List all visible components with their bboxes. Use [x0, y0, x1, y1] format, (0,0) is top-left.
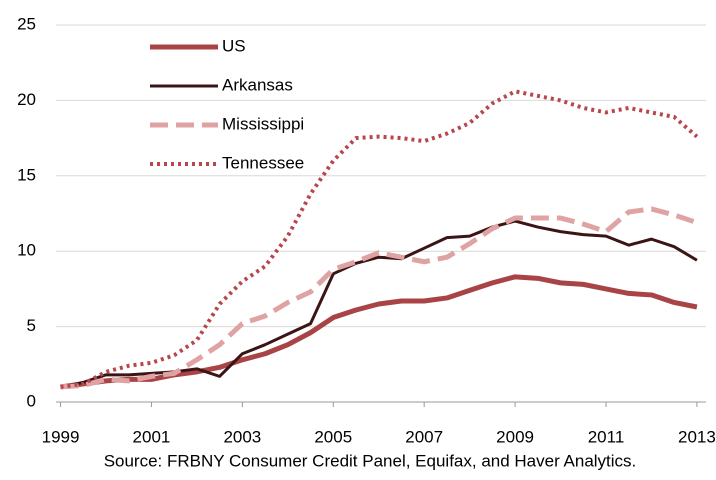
x-tick-label: 1999 [42, 427, 80, 446]
y-tick-label: 25 [17, 14, 36, 33]
legend-label: Mississippi [222, 114, 304, 133]
y-tick-label: 20 [17, 90, 36, 109]
series-line [60, 206, 698, 390]
series-line [60, 274, 698, 390]
legend-label: Tennessee [222, 153, 304, 172]
y-tick-label: 0 [27, 391, 36, 410]
x-tick-label: 2005 [314, 427, 352, 446]
x-tick-label: 2011 [588, 427, 625, 446]
series-line [60, 89, 699, 389]
legend-label: US [222, 36, 246, 55]
x-tick-label: 2013 [678, 427, 716, 446]
y-tick-label: 15 [17, 165, 36, 184]
x-tick-label: 2001 [133, 427, 171, 446]
y-tick-label: 5 [27, 316, 36, 335]
x-tick-label: 2009 [496, 427, 534, 446]
x-tick-label: 2007 [405, 427, 443, 446]
legend-label: Arkansas [222, 75, 293, 94]
x-tick-label: 2003 [223, 427, 261, 446]
y-tick-label: 10 [17, 241, 36, 260]
source-note: Source: FRBNY Consumer Credit Panel, Equ… [104, 451, 637, 470]
